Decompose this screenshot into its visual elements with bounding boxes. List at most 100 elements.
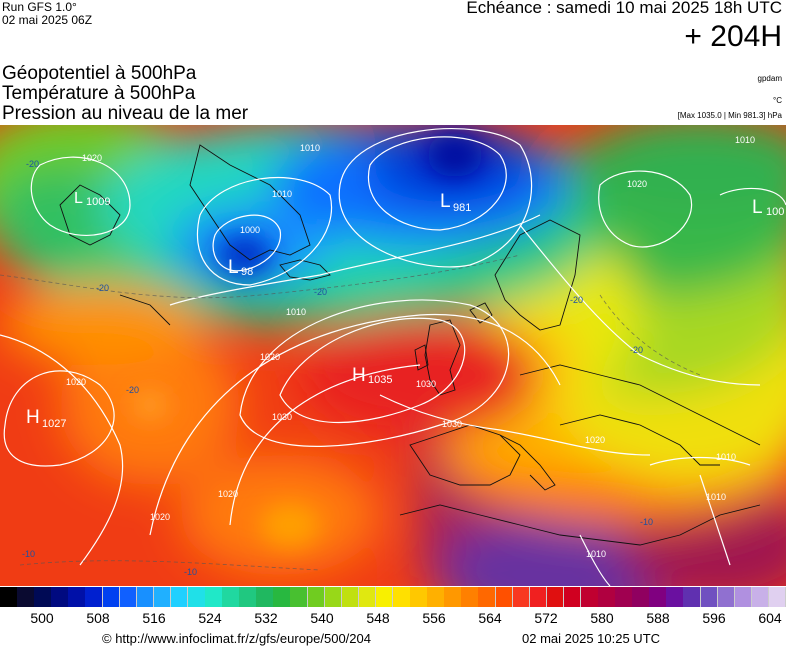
temp-label: -20 [570, 295, 583, 305]
colorbar-label: 532 [254, 610, 278, 626]
colorbar-swatch [119, 587, 138, 607]
low-center-value: 981 [453, 202, 471, 214]
colorbar-label: 508 [86, 610, 110, 626]
colorbar-swatch [444, 587, 462, 607]
temp-label: -20 [26, 159, 39, 169]
colorbar-swatch [563, 587, 582, 607]
title-geopotential: Géopotentiel à 500hPa [2, 63, 197, 84]
colorbar-label: 516 [142, 610, 166, 626]
colorbar-label: 524 [198, 610, 222, 626]
colorbar-label: 588 [646, 610, 670, 626]
isobars [0, 128, 786, 586]
low-center-value: 98 [241, 266, 253, 278]
units-celsius: °C [773, 96, 782, 105]
colorbar-swatch [580, 587, 599, 607]
weather-map: H 1035 H 1027 L 1009 L 981 L 98 L 100 10… [0, 125, 786, 586]
temp-label: -20 [630, 345, 643, 355]
colorbar-swatch [666, 587, 684, 607]
colorbar-swatch [427, 587, 445, 607]
colorbar-swatch [239, 587, 257, 607]
pressure-range: [Max 1035.0 | Min 981.3] hPa [677, 111, 782, 120]
colorbar-swatch [529, 587, 548, 607]
colorbar-swatch [632, 587, 650, 607]
colorbar-swatch [393, 587, 411, 607]
colorbar-swatch [375, 587, 394, 607]
isobar-label: 1020 [218, 489, 238, 499]
colorbar-label: 572 [534, 610, 558, 626]
colorbar-swatch [68, 587, 86, 607]
temp-label: -20 [314, 287, 327, 297]
colorbar-swatch [410, 587, 428, 607]
isobar-label: 1030 [442, 419, 462, 429]
high-center-value: 1027 [42, 418, 66, 430]
isobar-label: 1010 [706, 492, 726, 502]
isobar-label: 1020 [260, 352, 280, 362]
colorbar-swatch [734, 587, 753, 607]
colorbar-swatch [700, 587, 719, 607]
colorbar-swatch [495, 587, 514, 607]
colorbar-swatch [17, 587, 35, 607]
colorbar-swatch [341, 587, 360, 607]
colorbar-swatch [598, 587, 616, 607]
colorbar-swatch [273, 587, 291, 607]
colorbar-swatch [324, 587, 343, 607]
colorbar-swatch [85, 587, 103, 607]
pressure-centers: H 1035 H 1027 L 1009 L 981 L 98 L 100 [26, 190, 784, 430]
isobar-label: 1020 [66, 377, 86, 387]
low-center-letter: L [752, 197, 763, 218]
colorbar-label: 548 [366, 610, 390, 626]
coastlines [59, 144, 761, 546]
colorbar-swatch [51, 587, 69, 607]
colorbar-swatch [290, 587, 309, 607]
high-center-letter: H [352, 365, 366, 386]
temp-label: -10 [640, 517, 653, 527]
isobar-label: 1020 [585, 435, 605, 445]
run-time: 02 mai 2025 06Z [2, 13, 93, 27]
colorbar-swatch [307, 587, 326, 607]
temp-label: -10 [184, 567, 197, 577]
isobar-label: 1030 [416, 379, 436, 389]
low-center-letter: L [440, 191, 451, 212]
source-url: © http://www.infoclimat.fr/z/gfs/europe/… [102, 631, 371, 646]
isobar-label: 1010 [586, 549, 606, 559]
temperature-labels: -20 -20 -20 -20 -20 -20 -10 -10 -10 [22, 159, 653, 577]
title-pressure: Pression au niveau de la mer [2, 103, 249, 124]
colorbar-swatch [187, 587, 206, 607]
generated-time: 02 mai 2025 10:25 UTC [522, 631, 661, 646]
high-center-letter: H [26, 407, 40, 428]
colorbar-swatch [256, 587, 274, 607]
colorbar-swatch [751, 587, 770, 607]
isobar-label: 1020 [82, 153, 102, 163]
valid-time: Echéance : samedi 10 mai 2025 18h UTC [466, 0, 782, 17]
colorbar-swatch [615, 587, 633, 607]
colorbar [0, 587, 786, 607]
colorbar-swatch [136, 587, 155, 607]
colorbar-swatch [649, 587, 667, 607]
isobar-label: 1020 [150, 512, 170, 522]
low-center-letter: L [74, 190, 83, 207]
colorbar-swatch [34, 587, 52, 607]
run-label: Run GFS 1.0° [2, 0, 77, 14]
temp-label: -20 [96, 283, 109, 293]
isobar-label: 1020 [627, 179, 647, 189]
colorbar-label: 596 [702, 610, 726, 626]
colorbar-label: 556 [422, 610, 446, 626]
isobar-label: 1010 [716, 452, 736, 462]
isobar-label: 1010 [272, 189, 292, 199]
isobar-labels: 1020 1010 1010 1000 1010 1020 1030 1030 … [66, 135, 755, 559]
units-gpdam: gpdam [757, 74, 782, 83]
colorbar-swatch [512, 587, 531, 607]
temp-label: -20 [126, 385, 139, 395]
colorbar-swatch [205, 587, 223, 607]
colorbar-swatch [153, 587, 172, 607]
colorbar-swatch [170, 587, 189, 607]
colorbar-swatch [358, 587, 377, 607]
isobar-label: 1030 [272, 412, 292, 422]
colorbar-label: 564 [478, 610, 502, 626]
temp-label: -10 [22, 549, 35, 559]
isobar-label: 1010 [300, 143, 320, 153]
colorbar-swatch [717, 587, 736, 607]
low-center-value: 100 [766, 206, 784, 218]
title-temperature: Température à 500hPa [2, 83, 196, 104]
lead-time: + 204H [684, 20, 782, 53]
